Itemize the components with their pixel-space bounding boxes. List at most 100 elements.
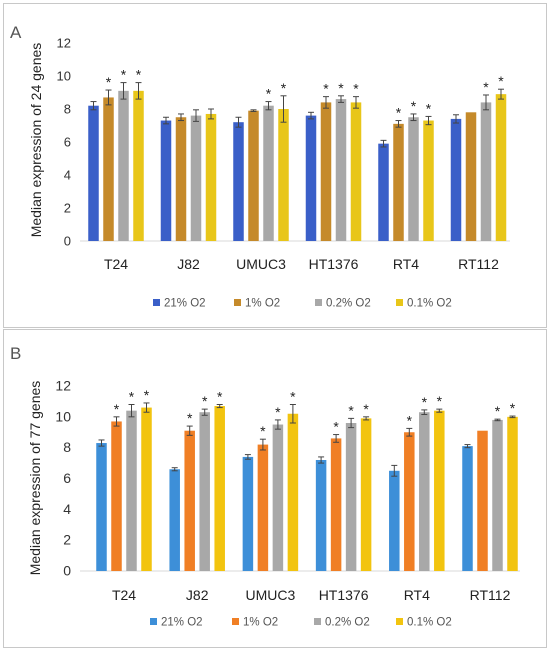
panel-b-y-tick-label: 2	[63, 532, 71, 548]
panel-b-bar	[330, 438, 342, 571]
panel-b-bar	[419, 412, 430, 571]
panel-b-bar	[214, 406, 225, 571]
panel-a-bar	[335, 99, 347, 241]
panel-b-y-tick-label: 4	[63, 501, 71, 517]
panel-a-bar	[408, 117, 419, 241]
panel-a-significance-star: *	[121, 67, 127, 83]
panel-b-legend-label: 0.1% O2	[407, 617, 452, 629]
panel-b-y-tick-label: 0	[63, 563, 71, 579]
panel-a-bar	[423, 120, 434, 241]
panel-b-bar	[434, 410, 445, 571]
panel-a-bar	[133, 90, 144, 241]
panel-b-plot: 0 2 4 6 8 10 12 T24 J82 UMUC3 HT1376 RT4 RT112 * * * * * *…	[55, 378, 520, 629]
panel-b-category-label: T24	[112, 587, 136, 603]
panel-b-legend-swatch	[314, 618, 321, 625]
panel-b-significance-star: *	[202, 393, 208, 409]
panel-a-y-tick-label: 6	[64, 135, 71, 150]
panel-a-significance-star: *	[483, 79, 489, 95]
panel-b-significance-star: *	[333, 419, 339, 435]
panel-a-y-axis-title: Median expression of 24 genes	[28, 43, 44, 238]
panel-a-bar	[495, 94, 507, 242]
panel-b-category-label: UMUC3	[246, 587, 296, 603]
panel-a-bar	[118, 90, 129, 241]
panel-a-legend-swatch	[153, 299, 160, 306]
panel-a-significance-star: *	[498, 73, 504, 89]
panel-a-legend-label: 0.2% O2	[326, 298, 371, 310]
panel-b-significance-star: *	[129, 389, 135, 405]
panel-a-significance-star: *	[136, 67, 142, 83]
panel-a-bar	[190, 115, 202, 241]
panel-a-category-label: J82	[177, 256, 200, 272]
panel-b-legend-label: 1% O2	[243, 617, 278, 629]
panel-a-y-tick-label: 2	[64, 201, 71, 216]
panel-b-significance-star: *	[422, 394, 428, 410]
panel-a-legend-label: 21% O2	[164, 298, 206, 310]
panel-b-significance-star: *	[144, 387, 150, 403]
panel-a-bar	[378, 143, 389, 241]
panel-b-bar	[360, 418, 372, 571]
panel-b-bar	[272, 424, 284, 571]
panel-b-bar	[507, 416, 518, 571]
panel-a-significance-star: *	[266, 86, 272, 102]
panel-b-bar	[477, 430, 488, 571]
panel-b-bar	[345, 423, 357, 571]
panel-a-bar	[320, 102, 332, 242]
panel-b-y-tick-label: 6	[63, 470, 71, 486]
panel-a-plot: 0 2 4 6 8 10 12 T24 J82 UMUC3 HT1376 RT4 RT112 * * * * * *…	[57, 36, 510, 310]
panel-a-bar	[450, 118, 462, 241]
panel-b-bar	[242, 456, 254, 571]
panel-a-legend-label: 0.1% O2	[407, 298, 452, 310]
panel-a-bar	[278, 109, 289, 241]
panel-a-y-tick-label: 12	[57, 36, 71, 51]
panel-b-significance-star: *	[510, 400, 516, 416]
panel-a-frame	[3, 3, 547, 328]
panel-b-y-tick-label: 8	[63, 439, 71, 455]
panel-b-bar	[492, 419, 503, 571]
panel-a-significance-star: *	[338, 80, 344, 96]
panel-b-significance-star: *	[348, 402, 354, 418]
panel-b-significance-star: *	[363, 401, 369, 417]
panel-a-y-tick-label: 0	[64, 234, 71, 249]
panel-a-significance-star: *	[396, 105, 402, 121]
panel-b-legend-label: 21% O2	[161, 617, 203, 629]
panel-a-bar	[305, 115, 317, 241]
panel-b-significance-star: *	[217, 389, 223, 405]
panel-b-bar	[169, 469, 180, 571]
panel-b-bar	[199, 412, 210, 571]
panel-b-bar	[389, 470, 400, 571]
panel-a-significance-star: *	[323, 81, 329, 97]
panel-b-bar	[287, 413, 299, 571]
panel-a-significance-star: *	[411, 98, 417, 114]
panel-a-bar	[88, 105, 99, 241]
panel-b-legend-swatch	[150, 618, 157, 625]
panel-b-bar	[96, 443, 107, 571]
panel-a-y-tick-label: 4	[64, 168, 71, 183]
panel-b-category-label: RT4	[404, 587, 430, 603]
panel-b-category-label: J82	[186, 587, 209, 603]
panel-b-significance-star: *	[407, 412, 413, 428]
panel-b-category-label: RT112	[470, 587, 511, 603]
panel-a-significance-star: *	[106, 74, 112, 90]
panel-b-significance-star: *	[114, 401, 120, 417]
panel-a-bar	[233, 122, 244, 241]
panel-a-legend-label: 1% O2	[245, 298, 280, 310]
panel-b-bar	[126, 410, 137, 571]
panel-b-bar	[404, 432, 415, 571]
panel-a-bar	[480, 102, 492, 242]
panel-b-significance-star: *	[437, 393, 443, 409]
panel-b-y-axis-title: Median expression of 77 genes	[27, 381, 43, 576]
panel-a-category-label: RT112	[458, 256, 499, 272]
panel-a-category-label: HT1376	[309, 256, 359, 272]
panel-b-significance-star: *	[275, 404, 281, 420]
panel-a-bar	[103, 97, 114, 241]
panel-a-category-label: T24	[104, 256, 128, 272]
panel-a-bar	[248, 110, 259, 242]
panel-b-y-tick-label: 12	[55, 378, 71, 394]
panel-b-significance-star: *	[260, 423, 266, 439]
panel-a-legend-swatch	[234, 299, 241, 306]
panel-b-legend-swatch	[396, 618, 403, 625]
panel-a-bar	[160, 120, 172, 241]
panel-a-legend-swatch	[315, 299, 322, 306]
